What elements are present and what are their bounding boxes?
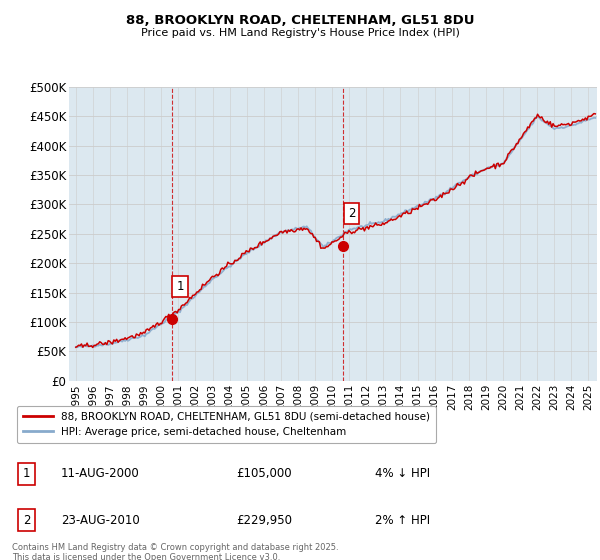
Text: 2% ↑ HPI: 2% ↑ HPI <box>375 514 430 526</box>
Text: 1: 1 <box>23 468 30 480</box>
Text: 88, BROOKLYN ROAD, CHELTENHAM, GL51 8DU: 88, BROOKLYN ROAD, CHELTENHAM, GL51 8DU <box>126 14 474 27</box>
Legend: 88, BROOKLYN ROAD, CHELTENHAM, GL51 8DU (semi-detached house), HPI: Average pric: 88, BROOKLYN ROAD, CHELTENHAM, GL51 8DU … <box>17 405 436 444</box>
Text: 2: 2 <box>23 514 30 526</box>
Text: Contains HM Land Registry data © Crown copyright and database right 2025.
This d: Contains HM Land Registry data © Crown c… <box>12 543 338 560</box>
Text: 4% ↓ HPI: 4% ↓ HPI <box>375 468 430 480</box>
Text: 1: 1 <box>176 280 184 293</box>
Text: 11-AUG-2000: 11-AUG-2000 <box>61 468 140 480</box>
Text: 2: 2 <box>348 207 355 220</box>
Text: Price paid vs. HM Land Registry's House Price Index (HPI): Price paid vs. HM Land Registry's House … <box>140 28 460 38</box>
Text: £229,950: £229,950 <box>236 514 293 526</box>
Text: 23-AUG-2010: 23-AUG-2010 <box>61 514 140 526</box>
Text: £105,000: £105,000 <box>236 468 292 480</box>
